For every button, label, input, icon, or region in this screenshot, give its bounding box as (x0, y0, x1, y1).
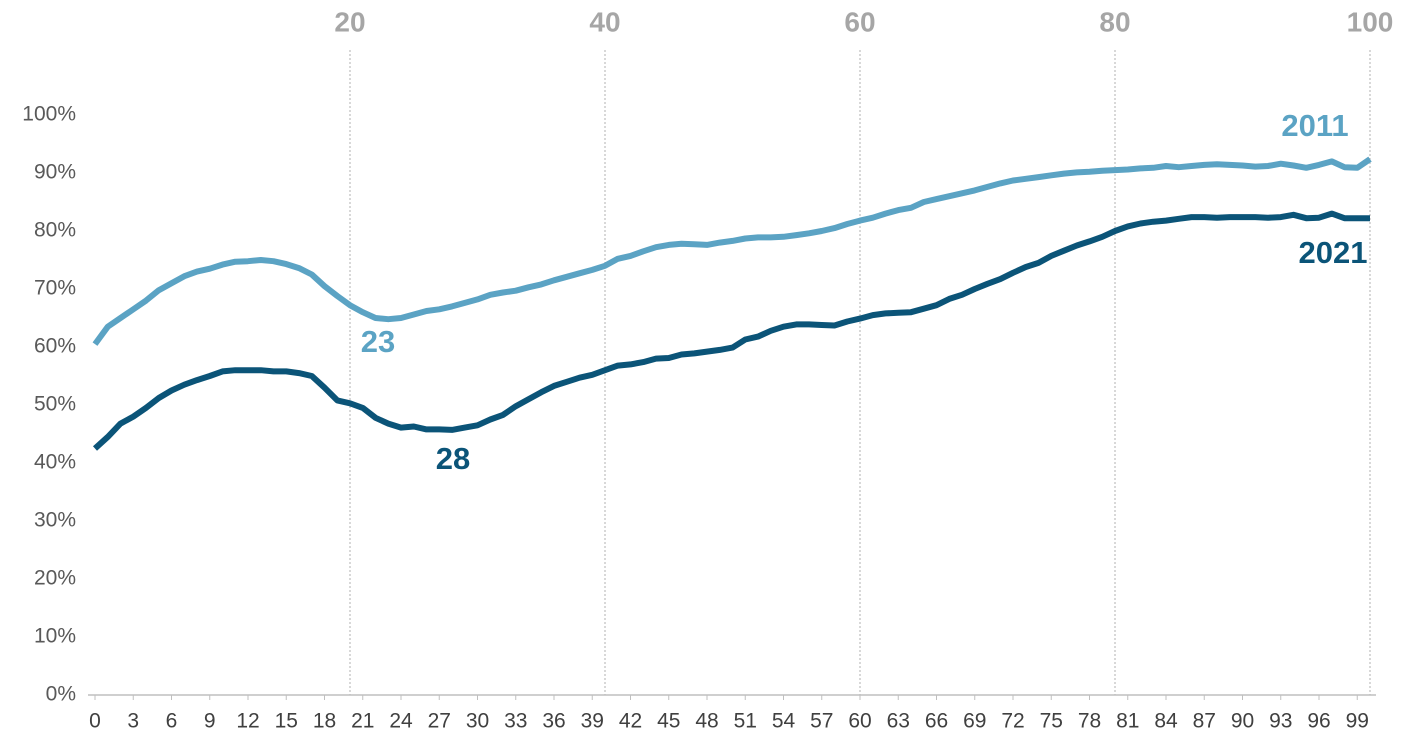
x-tick-label: 33 (504, 710, 527, 733)
x-tick-label: 69 (963, 710, 986, 733)
y-tick-label: 100% (22, 103, 76, 126)
y-tick-label: 90% (34, 161, 76, 184)
y-tick-label: 0% (46, 683, 76, 706)
x-tick-label: 93 (1269, 710, 1292, 733)
x-tick-label: 45 (657, 710, 680, 733)
top-tick-label: 80 (1099, 6, 1130, 37)
top-tick-label: 40 (589, 6, 620, 37)
x-tick-label: 0 (89, 710, 101, 733)
x-tick-label: 66 (925, 710, 948, 733)
annotation: 28 (436, 441, 470, 476)
x-tick-label: 96 (1307, 710, 1330, 733)
x-tick-label: 42 (619, 710, 642, 733)
x-tick-label: 48 (695, 710, 718, 733)
x-tick-label: 3 (127, 710, 139, 733)
x-tick-label: 30 (466, 710, 489, 733)
y-tick-label: 80% (34, 219, 76, 242)
x-tick-label: 36 (542, 710, 565, 733)
x-tick-label: 24 (389, 710, 413, 733)
y-tick-label: 50% (34, 393, 76, 416)
y-tick-label: 20% (34, 567, 76, 590)
top-tick-label: 20 (334, 6, 365, 37)
annotation: 23 (361, 324, 395, 359)
top-tick-label: 100 (1347, 6, 1394, 37)
x-tick-label: 81 (1116, 710, 1139, 733)
x-tick-label: 99 (1346, 710, 1369, 733)
x-tick-label: 15 (275, 710, 298, 733)
y-tick-label: 70% (34, 277, 76, 300)
top-tick-label: 60 (844, 6, 875, 37)
y-tick-label: 40% (34, 451, 76, 474)
x-tick-label: 18 (313, 710, 336, 733)
x-tick-label: 6 (166, 710, 178, 733)
x-tick-label: 87 (1193, 710, 1216, 733)
x-tick-label: 57 (810, 710, 833, 733)
line (92, 210, 1370, 451)
x-tick-label: 39 (581, 710, 604, 733)
series-label: 2021 (1299, 235, 1368, 270)
x-tick-label: 9 (204, 710, 216, 733)
x-tick-label: 63 (887, 710, 910, 733)
x-tick-label: 72 (1001, 710, 1024, 733)
x-tick-label: 84 (1154, 710, 1178, 733)
y-tick-label: 10% (34, 625, 76, 648)
x-tick-label: 51 (734, 710, 757, 733)
x-tick-label: 75 (1040, 710, 1063, 733)
x-tick-label: 12 (236, 710, 259, 733)
x-tick-label: 60 (848, 710, 871, 733)
x-tick-label: 27 (428, 710, 451, 733)
y-tick-label: 60% (34, 335, 76, 358)
x-tick-label: 90 (1231, 710, 1254, 733)
x-tick-label: 78 (1078, 710, 1101, 733)
line (92, 156, 1372, 346)
y-tick-label: 30% (34, 509, 76, 532)
series-label: 2011 (1281, 108, 1348, 143)
x-tick-label: 54 (772, 710, 796, 733)
x-tick-label: 21 (351, 710, 374, 733)
